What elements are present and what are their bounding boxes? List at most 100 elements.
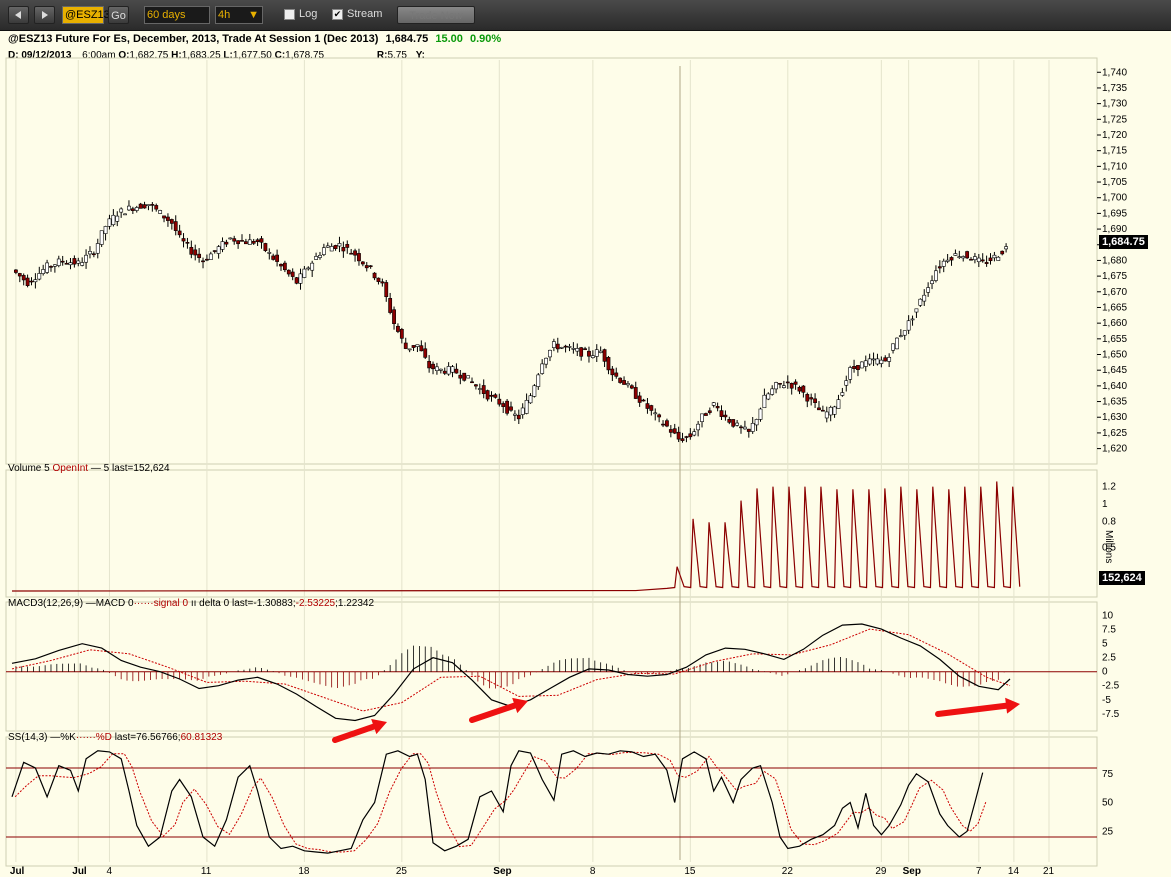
candle-body [466,375,471,379]
candle-body [594,349,599,357]
candle-body [739,426,743,429]
candle-body [657,414,662,418]
candle-body [154,205,159,210]
price-tick-label: 1,675 [1102,271,1127,282]
candle-body [56,258,61,266]
x-tick-label: Jul [72,866,87,877]
stoch-tick-label: 75 [1102,769,1114,780]
candle-body [813,398,817,403]
candle-body [282,262,287,271]
candle-body [512,413,517,416]
candle-body [731,419,736,427]
price-tick-label: 1,620 [1102,444,1127,455]
candle-body [228,237,233,240]
candle-body [532,385,537,397]
macd-signal-last: -2.53225 [295,598,336,609]
volume-label: Volume 5 [8,463,50,474]
candle-body [419,345,424,352]
macd-last: ıı delta 0 last=-1.30883; [190,598,296,609]
macd-label: MACD3(12,26,9) —MACD 0 [8,598,134,609]
macd-tick-label: 0 [1102,667,1108,678]
candle-body [435,366,439,371]
candle-body [37,273,42,280]
candle-body [914,308,919,313]
candle-body [895,337,899,350]
candle-body [762,394,767,409]
range-select[interactable]: 60 days [144,6,210,24]
candle-body [645,403,650,409]
candle-body [602,349,607,362]
candle-body [598,350,603,353]
chart-title-line: @ESZ13 Future For Es, December, 2013, Tr… [8,33,501,45]
stoch-tick-label: 25 [1102,826,1114,837]
candle-body [700,413,704,422]
checkmark-icon: ✔ [333,9,342,19]
candle-body [505,400,510,414]
stream-checkbox[interactable]: ✔ [332,9,343,20]
candle-body [606,357,611,371]
x-tick-label: 14 [1008,866,1020,877]
x-tick-label: 22 [782,866,794,877]
candle-body [251,241,256,244]
candle-body [259,238,264,243]
back-button[interactable] [8,6,29,24]
candle-body [360,261,365,265]
candle-body [236,240,241,245]
annotation-arrow [332,721,382,743]
stoch-d-line [14,751,987,853]
candle-body [863,360,868,367]
candle-body [384,282,389,298]
stoch-tick-label: 50 [1102,798,1114,809]
candle-body [992,254,997,259]
candle-body [879,359,884,364]
candle-body [528,395,533,404]
annotation-arrow-head [371,719,387,735]
candle-body [501,403,506,407]
candle-body [571,348,576,350]
macd-delta-last: ;1.22342 [335,598,375,609]
candle-body [676,431,681,440]
candle-body [197,253,202,259]
candle-body [21,275,26,281]
candle-body [555,343,560,350]
candle-body [115,215,120,222]
interval-value: 4h [218,9,231,21]
annotation-arrow-head [1005,697,1020,714]
interval-select[interactable]: 4h ▼ [215,6,263,24]
ohlc-range: 5.75 [387,50,407,61]
candle-body [341,247,346,252]
candle-body [590,355,595,358]
log-checkbox[interactable] [284,9,295,20]
ohlc-high-label: H: [171,50,182,61]
ohlc-open-label: O: [118,50,130,61]
candle-body [17,273,22,277]
candle-body [754,419,759,426]
candle-body [212,250,217,252]
candle-body [817,407,821,411]
ohlc-open: 1,682.75 [129,50,169,61]
stoch-k-line [11,750,984,854]
annotation-arrow-head [512,697,528,714]
symbol-input[interactable]: @ESZ13 [62,6,110,24]
x-tick-label: 21 [1043,866,1055,877]
candle-body [314,256,318,260]
candle-body [672,428,677,434]
candle-body [758,408,763,420]
x-tick-label: 11 [201,866,212,877]
candle-body [442,370,447,374]
triangle-left-icon [15,11,21,19]
price-tick-label: 1,660 [1102,318,1127,329]
candle-body [357,253,361,262]
candle-body [957,256,962,258]
candle-body [240,240,244,242]
volume-tick-label: 0.8 [1102,516,1116,527]
candle-body [267,252,272,254]
price-tick-label: 1,665 [1102,302,1127,313]
candle-body [208,253,213,260]
candle-body [76,260,81,264]
trade-now-button[interactable]: Trade Now [397,6,475,24]
forward-button[interactable] [34,6,55,24]
go-button[interactable]: Go [108,6,129,24]
candle-body [485,390,490,400]
candle-body [520,407,525,415]
